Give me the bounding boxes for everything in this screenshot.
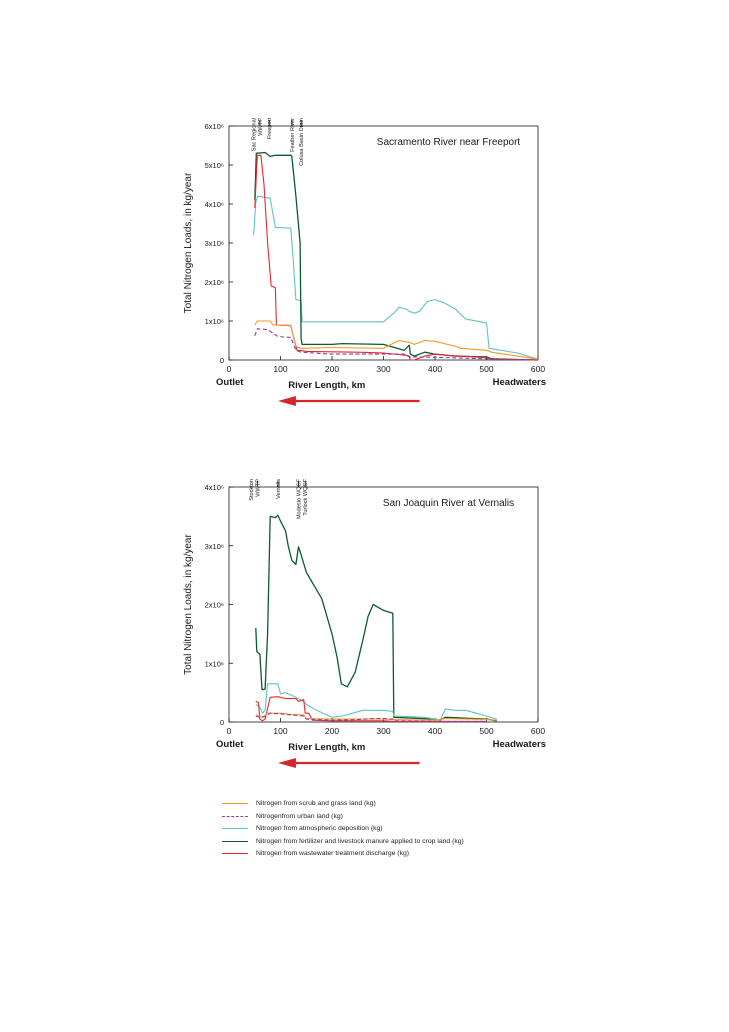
x-tick-label: 400 bbox=[428, 726, 442, 736]
x-axis-label: River Length, km bbox=[288, 380, 365, 391]
legend-label: Nitrogen from atmospheric deposition (kg… bbox=[256, 825, 383, 833]
x-tick-label: 300 bbox=[376, 364, 390, 374]
landmark-label: WWTP bbox=[255, 479, 261, 497]
legend-label: Nitrogen from fertilizer and livestock m… bbox=[256, 837, 464, 845]
y-tick-label: 4x10⁶ bbox=[205, 483, 224, 492]
chart-title: San Joaquin River at Vernalis bbox=[383, 498, 514, 509]
chart-title: Sacramento River near Freeport bbox=[377, 137, 521, 148]
y-tick-label: 4x10⁶ bbox=[205, 200, 224, 209]
series-line-scrub bbox=[254, 320, 539, 360]
y-tick-label: 2x10⁶ bbox=[205, 278, 224, 287]
x-tick-label: 0 bbox=[227, 364, 232, 374]
landmark-label: Feather River bbox=[290, 118, 296, 152]
y-axis-label: Total Nitrogen Loads, in kg/year bbox=[183, 172, 194, 313]
outlet-label: Outlet bbox=[216, 377, 244, 388]
legend-item-wwtp: Nitrogen from wastewater treatment disch… bbox=[222, 848, 602, 859]
x-tick-label: 100 bbox=[273, 726, 287, 736]
legend-item-atm: Nitrogen from atmospheric deposition (kg… bbox=[222, 823, 602, 834]
legend-swatch bbox=[222, 853, 248, 855]
y-tick-label: 3x10⁶ bbox=[205, 239, 224, 248]
legend-label: Nitrogenfrom urban land (kg) bbox=[256, 812, 343, 820]
legend-item-scrub: Nitrogen from scrub and grass land (kg) bbox=[222, 798, 602, 809]
y-tick-label: 3x10⁶ bbox=[205, 542, 224, 551]
legend-swatch bbox=[222, 840, 248, 842]
x-tick-label: 600 bbox=[531, 364, 545, 374]
legend-swatch bbox=[222, 803, 248, 804]
landmark-label: Turlock WQCF bbox=[303, 478, 309, 515]
direction-arrow-head bbox=[277, 396, 296, 406]
series-line-wwtp bbox=[254, 154, 539, 361]
x-tick-label: 200 bbox=[325, 364, 339, 374]
x-tick-label: 100 bbox=[273, 364, 287, 374]
landmark-label: WWTP bbox=[258, 118, 264, 136]
x-tick-label: 500 bbox=[479, 364, 493, 374]
series-line-fert bbox=[254, 151, 539, 361]
landmark-label: Freeport bbox=[267, 118, 273, 140]
x-tick-label: 400 bbox=[428, 364, 442, 374]
series-line-wwtp bbox=[255, 696, 487, 722]
landmark-label: Sac Regional bbox=[252, 118, 258, 151]
y-tick-label: 0 bbox=[220, 718, 224, 727]
y-axis-label: Total Nitrogen Loads, in kg/year bbox=[183, 534, 194, 675]
legend-item-fert: Nitrogen from fertilizer and livestock m… bbox=[222, 836, 602, 847]
y-tick-label: 0 bbox=[220, 356, 224, 365]
y-tick-label: 1x10⁶ bbox=[205, 659, 224, 668]
landmark-label: Modesto WQCF bbox=[297, 478, 303, 519]
landmark-label: Stockton bbox=[249, 479, 255, 501]
y-tick-label: 6x10⁶ bbox=[205, 122, 224, 131]
legend-label: Nitrogen from scrub and grass land (kg) bbox=[256, 800, 376, 807]
y-tick-label: 1x10⁶ bbox=[205, 317, 224, 326]
headwaters-label: Headwaters bbox=[493, 739, 546, 750]
x-tick-label: 0 bbox=[227, 726, 232, 736]
x-axis-label: River Length, km bbox=[288, 742, 365, 753]
chart-san-joaquin: 0 100 200 300 400 500 600 0 1x10⁶ 2x10⁶ 3x10⁶ 4x10⁶… bbox=[183, 478, 546, 768]
legend: Nitrogen from scrub and grass land (kg) N… bbox=[222, 798, 602, 861]
outlet-label: Outlet bbox=[216, 739, 244, 750]
series-line-fert bbox=[255, 514, 497, 722]
legend-swatch bbox=[222, 815, 248, 817]
direction-arrow-head bbox=[277, 758, 296, 768]
y-tick-label: 5x10⁶ bbox=[205, 161, 224, 170]
chart-sacramento: 0 100 200 300 400 500 600 0 1x10⁶ 2x10⁶ 3x10⁶ 4x10⁶… bbox=[183, 118, 546, 406]
series-line-atm bbox=[253, 195, 539, 360]
headwaters-label: Headwaters bbox=[493, 377, 546, 388]
y-tick-label: 2x10⁶ bbox=[205, 601, 224, 610]
x-tick-label: 600 bbox=[531, 726, 545, 736]
series-line-atm bbox=[255, 683, 497, 721]
x-tick-label: 300 bbox=[376, 726, 390, 736]
x-tick-label: 200 bbox=[325, 726, 339, 736]
legend-swatch bbox=[222, 828, 248, 830]
landmark-label: Vernalis bbox=[276, 479, 282, 499]
legend-label: Nitrogen from wastewater treatment disch… bbox=[256, 850, 409, 858]
landmark-label: Colusa Basin Drain bbox=[299, 118, 305, 166]
series-line-urban bbox=[254, 328, 539, 361]
series-line-urban bbox=[255, 712, 487, 722]
series-line-scrub bbox=[255, 712, 497, 721]
x-tick-label: 500 bbox=[479, 726, 493, 736]
plot-frame bbox=[228, 486, 539, 723]
legend-item-urban: Nitrogenfrom urban land (kg) bbox=[222, 811, 602, 822]
